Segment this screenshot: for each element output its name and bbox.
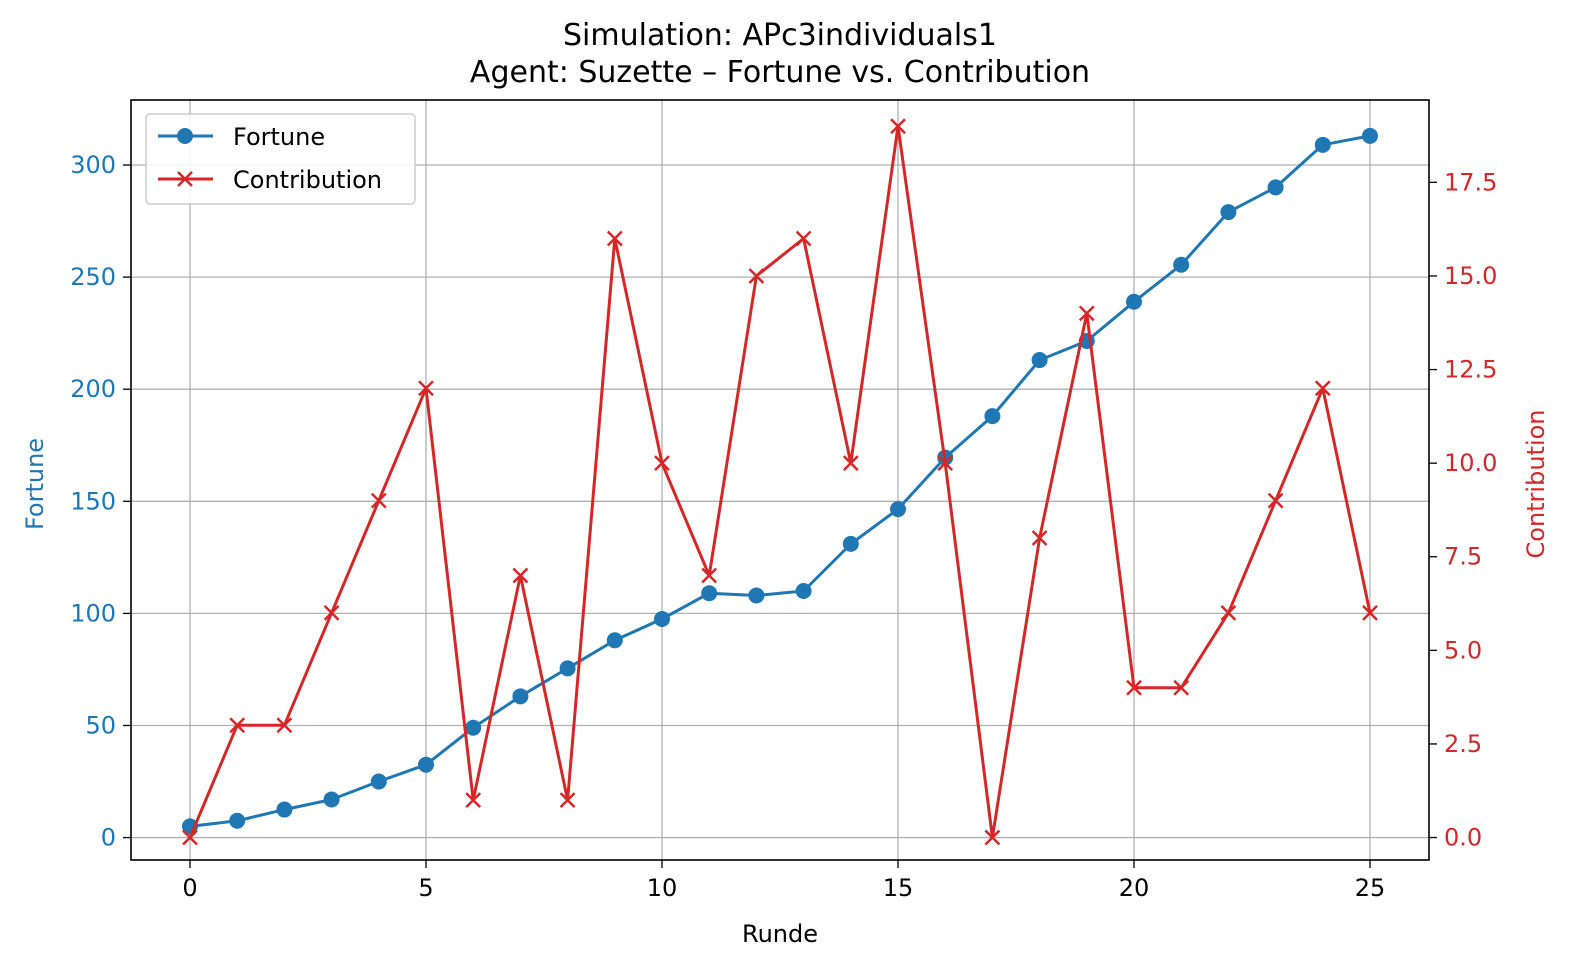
y-right-tick-label: 2.5 [1444, 730, 1482, 758]
contribution-point [229, 717, 246, 734]
fortune-point [748, 587, 765, 604]
fortune-point [465, 719, 482, 736]
y-left-tick-label: 250 [70, 263, 116, 291]
fortune-point [1126, 293, 1142, 310]
chart-title-line2: Agent: Suzette – Fortune vs. Contributio… [470, 55, 1090, 90]
plot-series [182, 118, 1378, 846]
y-right-tick-label: 17.5 [1444, 168, 1497, 196]
y-left-tick-label: 0 [101, 824, 116, 852]
contribution-point [1078, 305, 1095, 322]
contribution-point [842, 455, 859, 472]
y-right-tick-label: 0.0 [1444, 824, 1482, 852]
contribution-point [418, 380, 434, 397]
contribution-point [890, 118, 906, 135]
x-axis-label: Runde [742, 920, 818, 948]
fortune-point [229, 812, 246, 829]
contribution-point [1220, 605, 1237, 621]
fortune-point [1314, 136, 1331, 153]
contribution-point [1126, 679, 1142, 696]
fortune-point [323, 791, 340, 808]
contribution-point [701, 567, 718, 584]
fortune-point [984, 408, 1001, 425]
fortune-point [654, 610, 670, 627]
fortune-point [1362, 127, 1378, 144]
legend-contribution-marker [177, 171, 193, 187]
y-left-tick-label: 300 [70, 151, 116, 179]
contribution-point [1267, 492, 1284, 509]
y-left-tick-label: 50 [85, 711, 116, 739]
fortune-point [606, 632, 623, 649]
legend-fortune-marker [177, 128, 193, 144]
axis-ticks: 0 5 10 15 20 250501001502002503000.02.55.07.5… [70, 151, 1497, 902]
chart-title-line1: Simulation: APc3individuals1 [563, 18, 997, 53]
fortune-point [559, 660, 576, 677]
grid [131, 100, 1429, 860]
y-axis-label-right: Contribution [1522, 409, 1550, 558]
contribution-point [559, 792, 576, 808]
contribution-point [323, 605, 340, 621]
contribution-line [188, 124, 1372, 839]
fortune-point [795, 582, 812, 599]
legend-contribution-label: Contribution [233, 166, 382, 194]
contribution-point [1362, 605, 1378, 621]
contribution-point [1314, 380, 1331, 397]
y-axis-label-left: Fortune [21, 438, 49, 530]
x-tick-label: 0 [182, 874, 197, 902]
fortune-point [1173, 256, 1190, 273]
y-left-tick-label: 100 [70, 599, 116, 627]
contribution-point [276, 717, 293, 734]
fortune-point [370, 773, 387, 790]
contribution-point [512, 567, 529, 584]
legend-box [145, 113, 416, 205]
contribution-point [370, 492, 387, 509]
contribution-point [606, 230, 623, 247]
fortune-point [1031, 352, 1048, 369]
contribution-point [748, 268, 765, 284]
fortune-point [1220, 204, 1237, 221]
x-tick-label: 20 [1119, 874, 1150, 902]
fortune-point [701, 585, 718, 602]
y-left-tick-label: 200 [70, 375, 116, 403]
y-right-tick-label: 12.5 [1444, 356, 1497, 384]
y-right-tick-label: 7.5 [1444, 543, 1482, 571]
fortune-point [276, 801, 293, 818]
fortune-point [890, 501, 906, 518]
fortune-point [512, 688, 529, 705]
fortune-point [1267, 179, 1284, 196]
fortune-point [418, 756, 434, 773]
contribution-point [1031, 530, 1048, 546]
legend-fortune-label: Fortune [233, 123, 325, 151]
contribution-point [795, 230, 812, 247]
y-right-tick-label: 5.0 [1444, 636, 1482, 664]
contribution-point [182, 829, 198, 846]
contribution-point [984, 829, 1001, 846]
contribution-point [654, 455, 670, 472]
contribution-point [465, 792, 482, 808]
y-right-tick-label: 10.0 [1444, 449, 1497, 477]
x-tick-label: 10 [647, 874, 678, 902]
x-tick-label: 25 [1355, 874, 1386, 902]
y-left-tick-label: 150 [70, 487, 116, 515]
y-right-tick-label: 15.0 [1444, 262, 1497, 290]
x-tick-label: 5 [418, 874, 433, 902]
fortune-point [842, 535, 859, 552]
contribution-point [1173, 679, 1190, 696]
plot-frame [130, 99, 1430, 861]
contribution-point [937, 455, 954, 472]
fortune-line [189, 134, 1371, 828]
legend: Fortune Contribution [145, 113, 416, 205]
x-tick-label: 15 [883, 874, 914, 902]
